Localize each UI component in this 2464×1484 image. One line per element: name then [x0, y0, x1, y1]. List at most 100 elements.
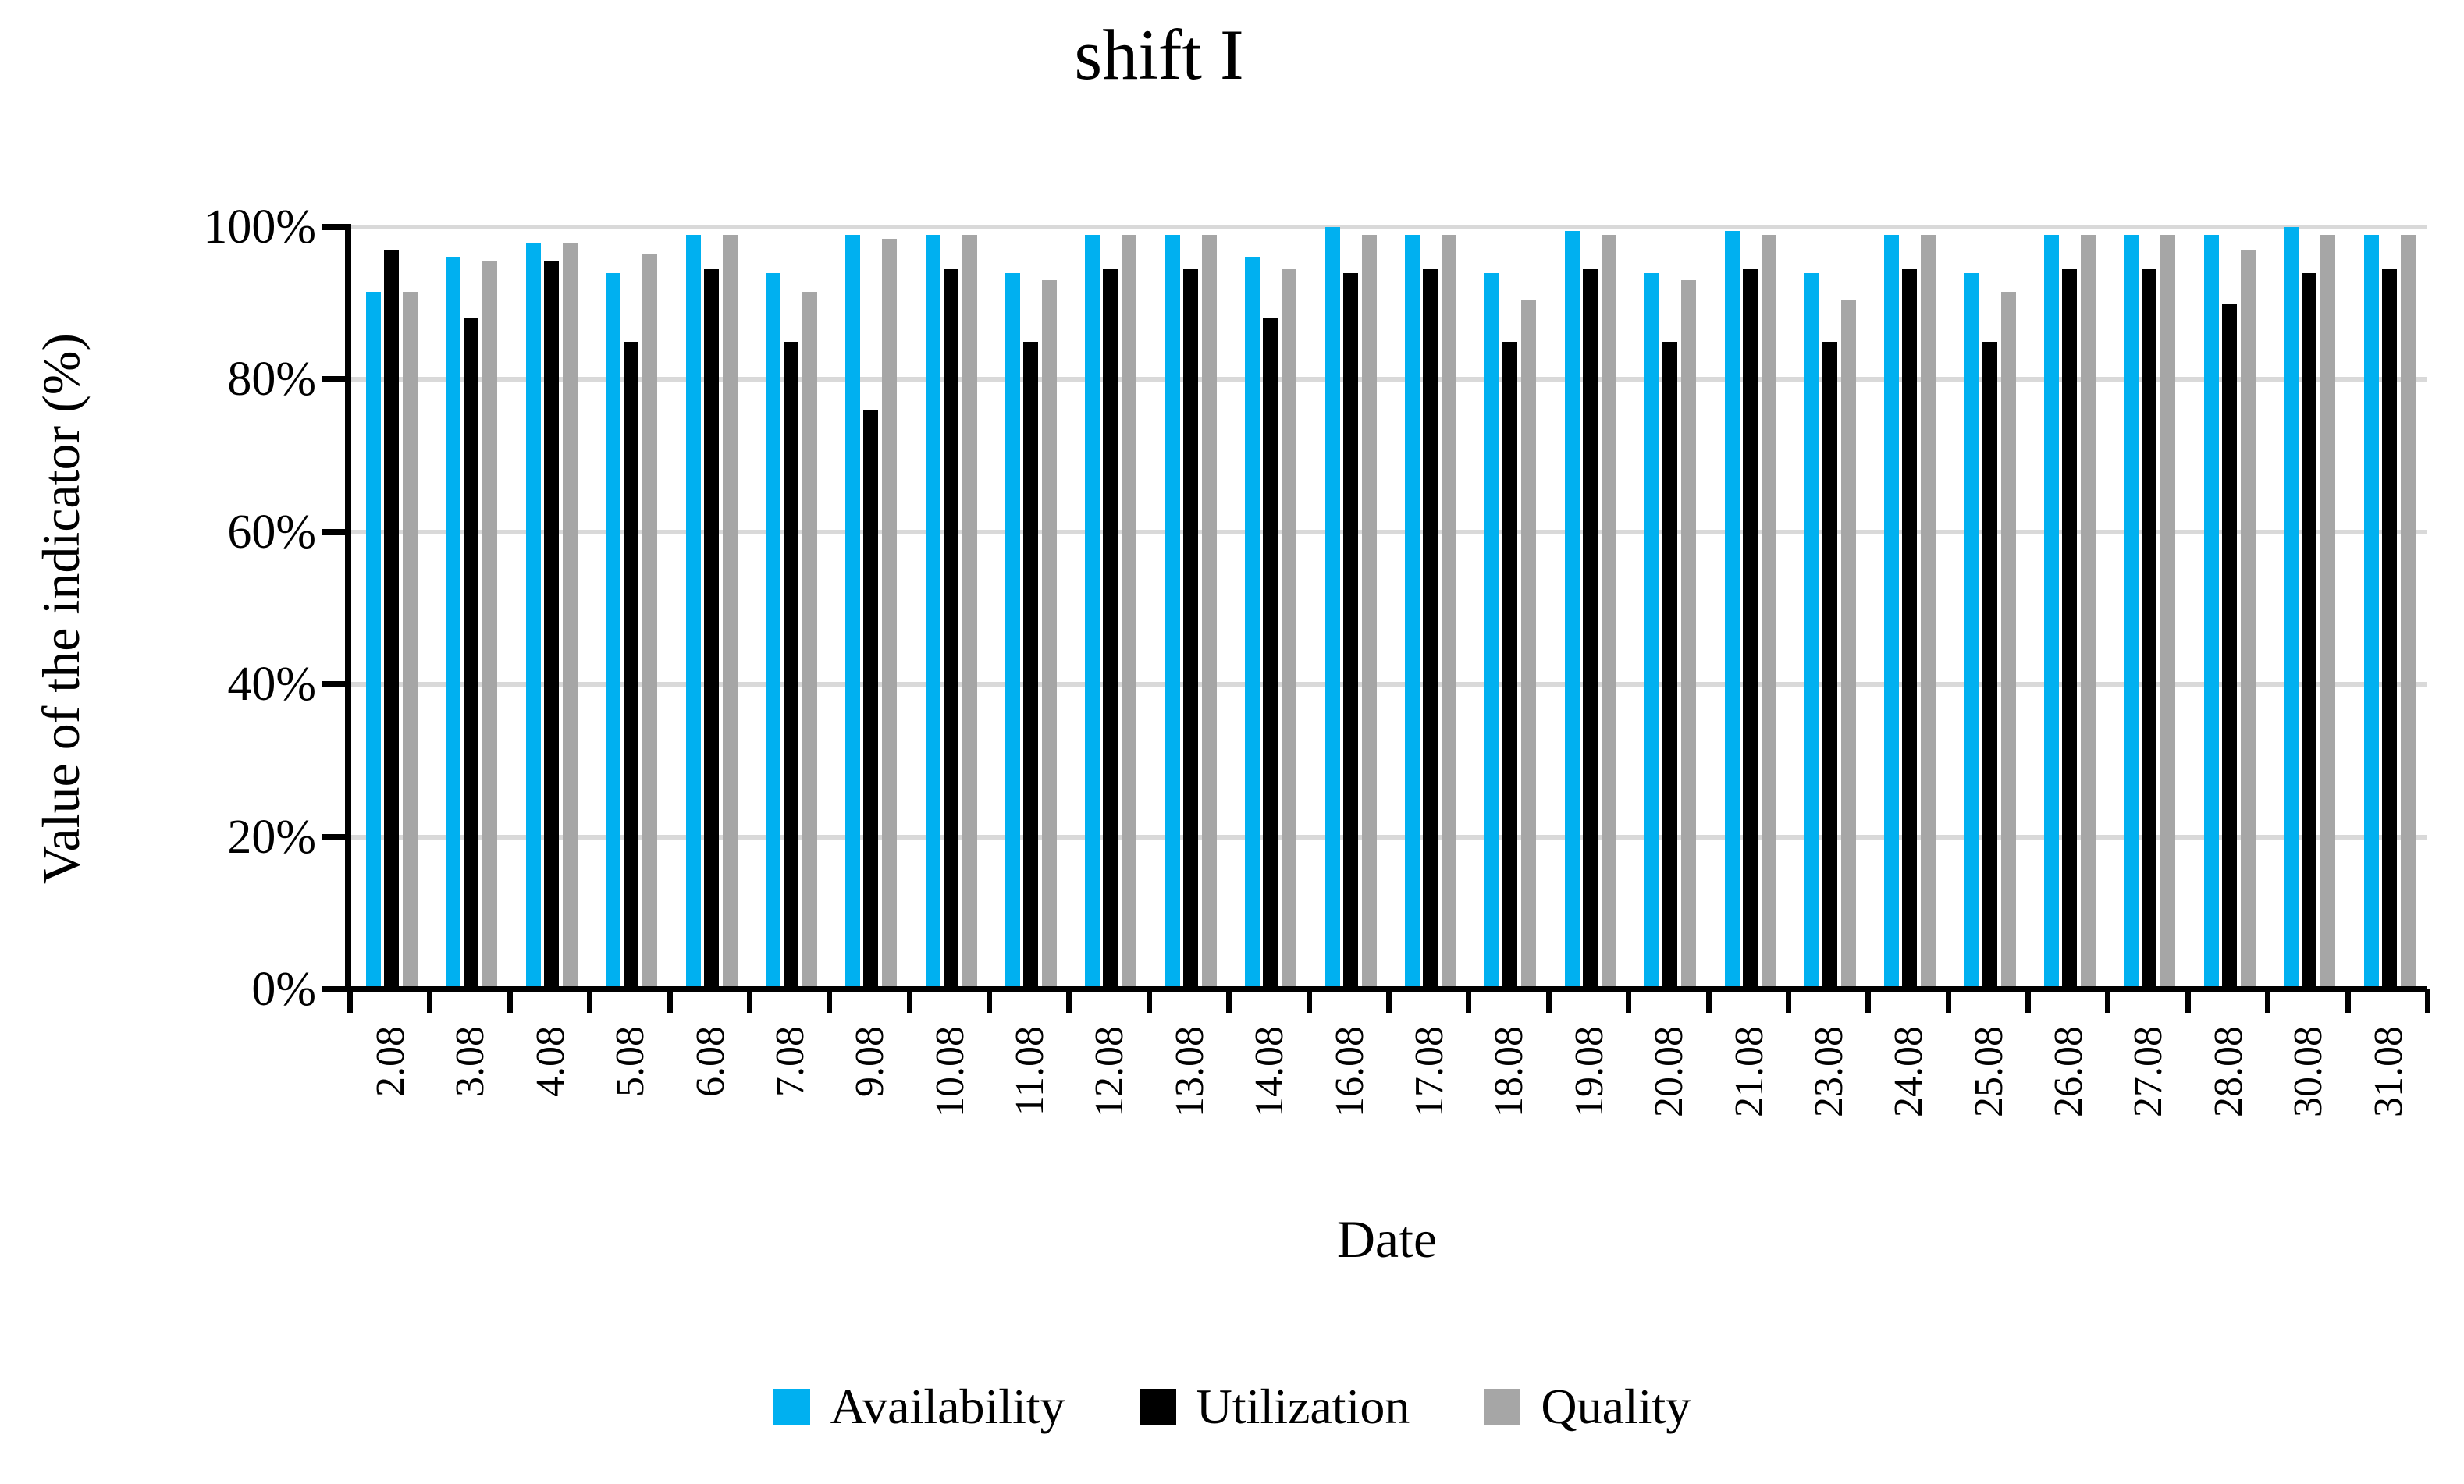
bar-quality-9.08 [882, 238, 898, 989]
bar-utilization-4.08 [543, 261, 559, 989]
x-axis-tick [347, 989, 353, 1013]
bar-utilization-7.08 [783, 341, 798, 989]
x-axis-tick [427, 989, 433, 1013]
x-tick-label: 4.08 [528, 1026, 573, 1097]
bar-availability-5.08 [606, 272, 621, 989]
x-tick-label: 9.08 [848, 1026, 893, 1097]
bar-availability-4.08 [525, 242, 541, 989]
x-axis-tick [2345, 989, 2351, 1013]
bar-availability-2.08 [366, 292, 381, 989]
x-tick-label: 23.08 [1806, 1026, 1851, 1117]
bar-utilization-3.08 [464, 318, 479, 989]
y-tick-label-20: 20% [227, 810, 316, 864]
x-tick-label: 12.08 [1087, 1026, 1132, 1117]
x-tick-label: 16.08 [1327, 1026, 1372, 1117]
y-axis-tick-80 [322, 376, 350, 383]
bar-utilization-2.08 [384, 250, 399, 989]
x-tick-label: 6.08 [688, 1026, 733, 1097]
bar-availability-10.08 [925, 234, 940, 989]
bar-quality-19.08 [1601, 234, 1616, 989]
bar-availability-24.08 [1884, 234, 1900, 989]
x-tick-label: 14.08 [1247, 1026, 1292, 1117]
gridline-60 [350, 529, 2427, 534]
x-axis-tick [1466, 989, 1472, 1013]
x-tick-label: 24.08 [1886, 1026, 1932, 1117]
x-tick-label: 5.08 [608, 1026, 653, 1097]
y-tick-label-60: 60% [227, 505, 316, 559]
x-axis-tick [1785, 989, 1791, 1013]
bar-utilization-9.08 [863, 410, 879, 989]
bar-quality-14.08 [1282, 268, 1297, 989]
bar-utilization-24.08 [1902, 268, 1918, 989]
x-tick-label: 25.08 [1966, 1026, 2011, 1117]
bar-availability-6.08 [685, 234, 701, 989]
legend-item-quality: Quality [1484, 1379, 1691, 1434]
bar-quality-25.08 [2000, 292, 2016, 989]
x-tick-label: 3.08 [448, 1026, 493, 1097]
x-axis-tick [1146, 989, 1152, 1013]
legend-item-utilization: Utilization [1139, 1379, 1410, 1434]
x-axis-tick [1705, 989, 1712, 1013]
x-axis-tick [667, 989, 673, 1013]
x-axis-tick [1226, 989, 1232, 1013]
bar-availability-30.08 [2284, 227, 2299, 989]
x-tick-label: 7.08 [767, 1026, 812, 1097]
x-axis-tick [1626, 989, 1632, 1013]
bar-utilization-10.08 [943, 268, 958, 989]
y-tick-label-100: 100% [203, 201, 316, 254]
bar-availability-3.08 [446, 257, 461, 989]
x-tick-label: 31.08 [2366, 1026, 2411, 1117]
y-tick-label-80: 80% [227, 353, 316, 407]
bar-quality-23.08 [1840, 299, 1856, 989]
legend: Availability Utilization Quality [0, 1379, 2464, 1434]
bar-quality-17.08 [1442, 234, 1456, 989]
legend-item-availability: Availability [773, 1379, 1065, 1434]
x-tick-label: 2.08 [368, 1026, 413, 1097]
bar-utilization-28.08 [2221, 303, 2237, 989]
x-axis-tick [1306, 989, 1312, 1013]
bar-quality-31.08 [2400, 234, 2416, 989]
bar-availability-25.08 [1964, 272, 1979, 989]
x-tick-label: 28.08 [2206, 1026, 2251, 1117]
x-axis-tick [746, 989, 752, 1013]
bar-utilization-5.08 [624, 341, 639, 989]
bar-availability-19.08 [1564, 230, 1580, 989]
bar-availability-7.08 [765, 272, 780, 989]
bar-utilization-21.08 [1742, 268, 1758, 989]
bar-availability-9.08 [845, 234, 861, 989]
x-axis-tick [827, 989, 833, 1013]
x-axis-tick [906, 989, 912, 1013]
x-axis-tick [2185, 989, 2191, 1013]
quality-legend-label: Quality [1541, 1379, 1691, 1434]
x-tick-label: 30.08 [2286, 1026, 2331, 1117]
y-tick-label-40: 40% [227, 658, 316, 712]
bar-utilization-25.08 [1982, 341, 1997, 989]
x-tick-label: 18.08 [1487, 1026, 1532, 1117]
bar-quality-5.08 [642, 254, 658, 989]
bar-utilization-6.08 [703, 268, 719, 989]
bar-availability-31.08 [2363, 234, 2379, 989]
bar-utilization-26.08 [2062, 268, 2078, 989]
x-axis-tick [1066, 989, 1072, 1013]
x-tick-label: 21.08 [1726, 1026, 1772, 1117]
bar-quality-12.08 [1122, 234, 1137, 989]
bar-quality-11.08 [1042, 280, 1058, 989]
y-tick-label-0: 0% [251, 963, 316, 1016]
bar-utilization-20.08 [1662, 341, 1678, 989]
x-axis-title: Date [1336, 1209, 1438, 1269]
bar-quality-2.08 [403, 292, 418, 989]
x-tick-label: 26.08 [2046, 1026, 2092, 1117]
x-tick-label: 19.08 [1566, 1026, 1612, 1117]
x-axis-tick [2105, 989, 2111, 1013]
bar-utilization-13.08 [1182, 268, 1198, 989]
bar-availability-12.08 [1085, 234, 1100, 989]
x-tick-label: 20.08 [1647, 1026, 1692, 1117]
bar-availability-13.08 [1164, 234, 1180, 989]
gridline-40 [350, 682, 2427, 687]
bar-quality-13.08 [1201, 234, 1217, 989]
bar-utilization-27.08 [2142, 268, 2157, 989]
bar-quality-6.08 [722, 234, 738, 989]
bar-quality-21.08 [1761, 234, 1776, 989]
